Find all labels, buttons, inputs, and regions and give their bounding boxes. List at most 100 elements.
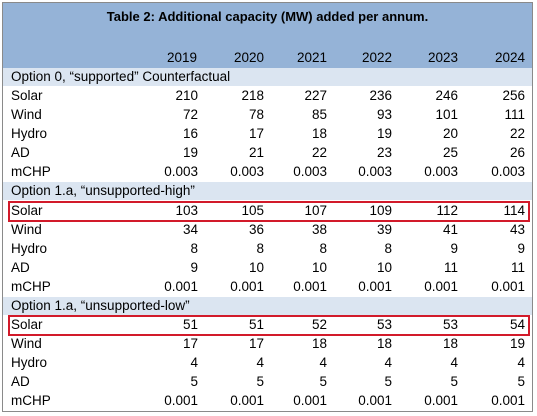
table-cell: 23 xyxy=(376,145,392,160)
table-cell: 105 xyxy=(241,203,264,218)
table-cell: 34 xyxy=(182,222,198,237)
table-cell: 103 xyxy=(175,203,198,218)
table-cell: 4 xyxy=(450,355,458,370)
row-label: mCHP xyxy=(11,164,51,179)
row-label: Solar xyxy=(11,88,43,103)
table-cell: 0.003 xyxy=(164,164,198,179)
row-label: Wind xyxy=(11,222,42,237)
table-cell: 114 xyxy=(503,203,525,218)
table-cell: 4 xyxy=(517,355,525,370)
table-cell: 5 xyxy=(256,374,264,389)
table-row: Wind 34 36 38 39 41 43 xyxy=(3,221,532,240)
table-row: mCHP 0.001 0.001 0.001 0.001 0.001 0.001 xyxy=(3,278,532,297)
table-cell: 0.001 xyxy=(358,279,392,294)
table-cell: 0.001 xyxy=(424,279,458,294)
table-row: Wind 72 78 85 93 101 111 xyxy=(3,106,532,125)
table-cell: 0.003 xyxy=(358,164,392,179)
table-cell: 54 xyxy=(509,317,525,332)
section-header-option0: Option 0, “supported” Counterfactual xyxy=(3,68,532,86)
table-cell: 18 xyxy=(376,336,392,351)
table-cell: 111 xyxy=(504,107,525,122)
table-cell: 22 xyxy=(509,126,525,141)
table-row: AD 5 5 5 5 5 5 xyxy=(3,373,532,392)
table-row: Wind 17 17 18 18 18 19 xyxy=(3,335,532,354)
year-header-2022: 2022 xyxy=(361,50,392,65)
row-label: AD xyxy=(11,260,30,275)
table-title: Table 2: Additional capacity (MW) added … xyxy=(106,9,429,24)
table-cell: 0.001 xyxy=(230,279,264,294)
table-cell: 10 xyxy=(248,260,264,275)
table-cell: 19 xyxy=(182,145,198,160)
table-cell: 10 xyxy=(376,260,392,275)
year-header-2023: 2023 xyxy=(427,50,458,65)
table-cell: 0.001 xyxy=(358,393,392,408)
table-cell: 9 xyxy=(517,241,525,256)
year-header-2019: 2019 xyxy=(166,50,197,65)
table-cell: 5 xyxy=(384,374,392,389)
table-cell: 18 xyxy=(311,126,327,141)
table-cell: 4 xyxy=(384,355,392,370)
row-label: mCHP xyxy=(11,279,51,294)
table-cell: 93 xyxy=(376,107,392,122)
table-cell: 17 xyxy=(248,126,264,141)
row-label: Wind xyxy=(11,336,42,351)
table-cell: 256 xyxy=(502,88,525,103)
table-cell: 0.003 xyxy=(491,164,525,179)
year-header-2020: 2020 xyxy=(233,50,264,65)
table-cell: 0.001 xyxy=(293,279,327,294)
table-cell: 26 xyxy=(509,145,525,160)
highlight-box-solar-low xyxy=(8,315,530,336)
table-cell: 0.001 xyxy=(230,393,264,408)
capacity-table: Table 2: Additional capacity (MW) added … xyxy=(2,2,533,412)
year-header-2021: 2021 xyxy=(296,50,327,65)
table-cell: 0.001 xyxy=(424,393,458,408)
highlight-box-solar-high xyxy=(8,201,530,222)
table-row: Solar 103 105 107 109 112 114 xyxy=(3,202,532,221)
table-cell: 38 xyxy=(311,222,327,237)
table-cell: 22 xyxy=(311,145,327,160)
row-label: Hydro xyxy=(11,241,48,256)
table-cell: 0.003 xyxy=(293,164,327,179)
section-header-option1a-low: Option 1.a, “unsupported-low” xyxy=(3,297,532,315)
table-cell: 112 xyxy=(436,203,458,218)
table-cell: 8 xyxy=(319,241,327,256)
table-cell: 246 xyxy=(435,88,458,103)
row-label: Solar xyxy=(11,317,43,332)
table-cell: 218 xyxy=(241,88,264,103)
table-cell: 109 xyxy=(369,203,392,218)
table-cell: 210 xyxy=(175,88,198,103)
table-cell: 0.001 xyxy=(491,393,525,408)
table-row: mCHP 0.003 0.003 0.003 0.003 0.003 0.003 xyxy=(3,163,532,182)
table-cell: 72 xyxy=(182,107,198,122)
table-cell: 236 xyxy=(369,88,392,103)
table-row: mCHP 0.001 0.001 0.001 0.001 0.001 0.001 xyxy=(3,392,532,411)
table-cell: 78 xyxy=(248,107,264,122)
table-cell: 19 xyxy=(509,336,525,351)
table-row: AD 19 21 22 23 25 26 xyxy=(3,144,532,163)
table-row: Solar 51 51 52 53 53 54 xyxy=(3,316,532,335)
table-cell: 52 xyxy=(311,317,327,332)
row-label: Wind xyxy=(11,107,42,122)
table-cell: 0.001 xyxy=(164,279,198,294)
section-header-option1a-high: Option 1.a, “unsupported-high” xyxy=(3,182,532,200)
row-label: mCHP xyxy=(11,393,51,408)
table-cell: 9 xyxy=(190,260,198,275)
row-label: Hydro xyxy=(11,355,48,370)
table-cell: 5 xyxy=(190,374,198,389)
table-cell: 25 xyxy=(442,145,458,160)
table-cell: 227 xyxy=(304,88,327,103)
table-cell: 20 xyxy=(442,126,458,141)
table-cell: 10 xyxy=(311,260,327,275)
table-cell: 51 xyxy=(182,317,198,332)
table-cell: 36 xyxy=(248,222,264,237)
table-row: Hydro 8 8 8 8 9 9 xyxy=(3,240,532,259)
table-cell: 85 xyxy=(311,107,327,122)
year-header-2024: 2024 xyxy=(494,50,525,65)
table-cell: 43 xyxy=(509,222,525,237)
row-label: Solar xyxy=(11,203,43,218)
table-row: Solar 210 218 227 236 246 256 xyxy=(3,87,532,106)
table-cell: 16 xyxy=(182,126,198,141)
table-cell: 39 xyxy=(376,222,392,237)
table-cell: 107 xyxy=(304,203,327,218)
table-cell: 101 xyxy=(435,107,458,122)
